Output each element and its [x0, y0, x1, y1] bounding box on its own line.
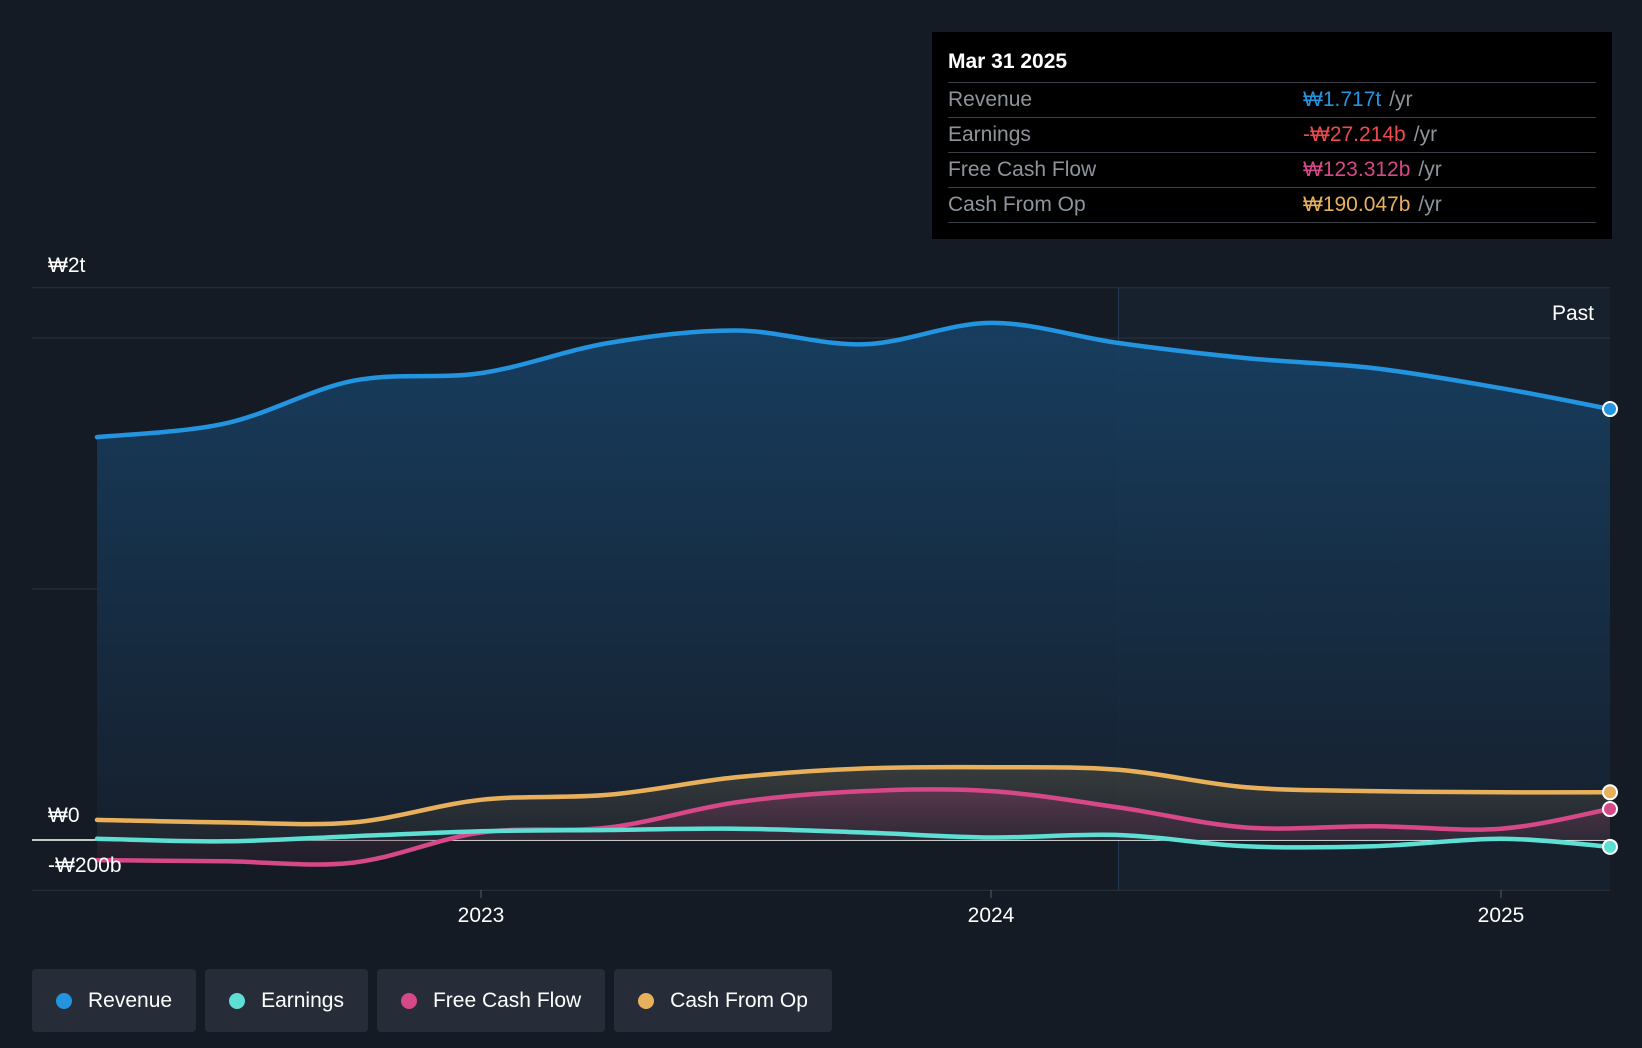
- legend: Revenue Earnings Free Cash Flow Cash Fro…: [32, 969, 832, 1032]
- legend-label: Free Cash Flow: [432, 988, 582, 1012]
- tooltip-value: ₩123.312b: [1303, 158, 1411, 181]
- legend-dot-icon: [400, 992, 417, 1009]
- x-tick-label: 2025: [1478, 904, 1525, 927]
- tooltip-panel: Mar 31 2025 Revenue ₩1.717t /yr Earnings…: [932, 32, 1612, 239]
- tooltip-value: ₩190.047b: [1303, 193, 1411, 216]
- y-tick-label: ₩0: [48, 804, 80, 827]
- tooltip-unit: /yr: [1413, 123, 1438, 146]
- tooltip-row-revenue: Revenue ₩1.717t /yr: [948, 83, 1596, 118]
- legend-item-revenue[interactable]: Revenue: [32, 969, 197, 1032]
- axis-labels: ₩2t ₩0 -₩200b 2023 2024 2025 Past: [48, 254, 1594, 927]
- tooltip-label: Cash From Op: [948, 193, 1086, 216]
- legend-dot-icon: [56, 992, 72, 1009]
- series-end-markers: [1602, 401, 1618, 855]
- legend-label: Revenue: [88, 988, 173, 1012]
- legend-item-cash-from-op[interactable]: Cash From Op: [614, 969, 832, 1032]
- legend-label: Earnings: [261, 988, 344, 1012]
- tooltip-label: Free Cash Flow: [948, 158, 1097, 181]
- series-line-revenue: [94, 320, 1613, 440]
- series-lines: [94, 320, 1613, 867]
- tooltip-label: Earnings: [948, 123, 1031, 146]
- y-tick-label: -₩200b: [48, 854, 122, 877]
- series-line-earnings: [94, 826, 1613, 850]
- tooltip-row-cash-from-op: Cash From Op ₩190.047b /yr: [948, 188, 1596, 223]
- tooltip-row-free-cash-flow: Free Cash Flow ₩123.312b /yr: [948, 153, 1596, 188]
- tooltip-unit: /yr: [1389, 88, 1413, 111]
- past-label: Past: [1552, 302, 1594, 325]
- end-marker-earnings: [1602, 838, 1618, 855]
- end-marker-revenue: [1602, 401, 1618, 418]
- x-tick-label: 2023: [458, 904, 505, 927]
- legend-item-earnings[interactable]: Earnings: [205, 969, 368, 1032]
- legend-dot-icon: [229, 992, 246, 1009]
- y-tick-label: ₩2t: [48, 254, 86, 277]
- legend-label: Cash From Op: [670, 988, 808, 1012]
- tooltip-value: -₩27.214b: [1303, 123, 1406, 146]
- tooltip-unit: /yr: [1418, 158, 1442, 181]
- tooltip-date: Mar 31 2025: [948, 46, 1596, 83]
- tooltip-unit: /yr: [1418, 193, 1442, 216]
- series-line-free-cash-flow: [94, 787, 1613, 867]
- tooltip-value: ₩1.717t: [1303, 88, 1382, 111]
- legend-item-free-cash-flow[interactable]: Free Cash Flow: [376, 969, 606, 1032]
- series-line-cash-from-op: [94, 764, 1613, 827]
- x-tick-label: 2024: [968, 904, 1015, 927]
- tooltip-label: Revenue: [948, 88, 1033, 111]
- series-area-free-cash-flow: [97, 789, 1610, 865]
- series-area-revenue: [97, 322, 1610, 840]
- tooltip-row-earnings: Earnings -₩27.214b /yr: [948, 118, 1596, 153]
- series-areas: [97, 322, 1610, 865]
- end-marker-free-cash-flow: [1602, 801, 1618, 818]
- legend-dot-icon: [638, 992, 655, 1009]
- end-marker-cash-from-op: [1602, 784, 1618, 801]
